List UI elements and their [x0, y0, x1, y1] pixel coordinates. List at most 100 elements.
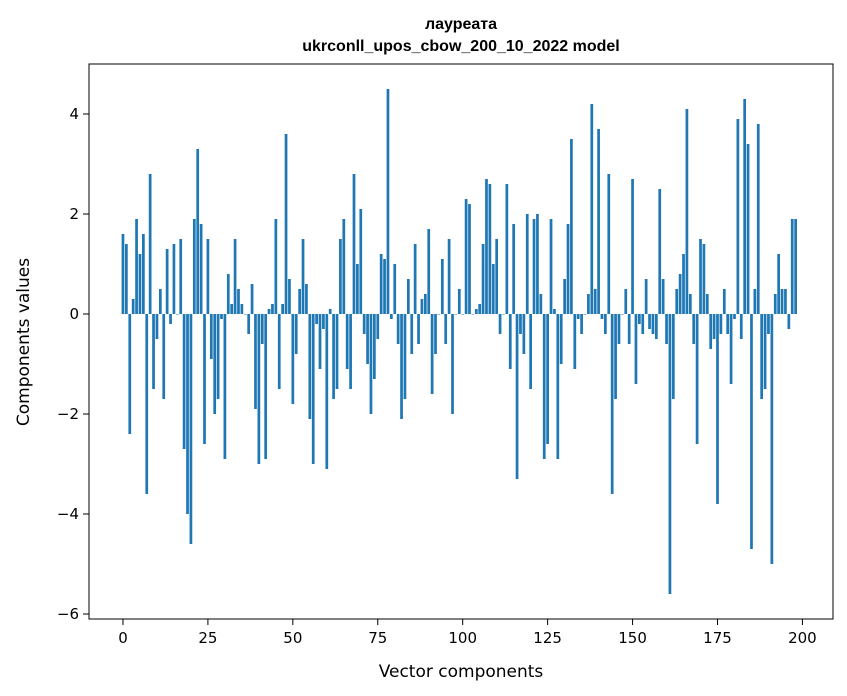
bar — [250, 284, 254, 314]
x-axis-ticks: 0 25 50 75 100 125 150 175 200 — [118, 619, 817, 647]
bar — [678, 274, 682, 314]
bar — [485, 179, 488, 314]
bar — [474, 309, 478, 314]
bar — [393, 264, 397, 314]
bar — [243, 314, 247, 315]
bar — [366, 314, 369, 364]
x-tick-label: 75 — [368, 629, 387, 647]
bar — [206, 239, 210, 314]
bar — [135, 219, 138, 314]
y-tick-label: −6 — [57, 605, 79, 623]
bar — [532, 219, 536, 314]
bar — [406, 279, 410, 314]
bar — [688, 294, 692, 314]
bar — [142, 234, 145, 314]
bar — [427, 229, 431, 314]
bar — [410, 314, 414, 354]
bar — [597, 129, 600, 314]
bar — [522, 314, 526, 354]
bar — [179, 239, 183, 314]
bar — [186, 314, 189, 514]
bar — [495, 239, 499, 314]
bar — [155, 314, 159, 339]
bar — [488, 184, 492, 314]
bar — [784, 289, 787, 314]
bar — [675, 289, 679, 314]
bar — [692, 314, 696, 344]
bar — [471, 314, 475, 315]
bar — [281, 304, 284, 314]
bar — [444, 314, 448, 344]
x-tick-label: 175 — [703, 629, 732, 647]
bar — [559, 314, 563, 364]
bar — [305, 284, 308, 314]
bar — [570, 139, 573, 314]
plot-area-frame — [88, 63, 834, 620]
bar — [542, 314, 546, 459]
x-tick-label: 200 — [788, 629, 817, 647]
bar — [379, 254, 383, 314]
bar — [413, 244, 417, 314]
bar — [158, 289, 162, 314]
bar — [451, 314, 454, 414]
x-tick-label: 50 — [283, 629, 302, 647]
y-tick-label: −2 — [57, 405, 79, 423]
bar — [226, 274, 230, 314]
bar — [712, 314, 716, 339]
bar — [267, 309, 271, 314]
bar — [790, 219, 794, 314]
bar — [481, 244, 485, 314]
bar — [199, 224, 203, 314]
bar — [525, 214, 529, 314]
bar — [549, 219, 553, 314]
bar — [750, 314, 753, 549]
bar — [777, 254, 780, 314]
bar — [722, 289, 726, 314]
chart-title-line2: ukrconll_upos_cbow_200_10_2022 model — [302, 38, 619, 55]
bar — [294, 314, 298, 354]
bar — [641, 314, 645, 334]
bar — [291, 314, 295, 404]
bar — [661, 279, 665, 314]
y-axis-label: Components values — [14, 258, 34, 426]
bar — [308, 314, 312, 419]
x-tick-label: 25 — [198, 629, 217, 647]
bar — [257, 314, 261, 464]
bar — [614, 314, 617, 399]
bar — [420, 299, 424, 314]
y-tick-label: −4 — [57, 505, 79, 523]
bar — [165, 249, 169, 314]
bar — [301, 239, 305, 314]
y-axis-ticks: −6 −4 −2 0 2 4 — [57, 105, 89, 623]
bar — [332, 314, 335, 399]
bar — [617, 314, 621, 344]
bar — [695, 314, 699, 444]
bar — [223, 314, 227, 459]
bar — [131, 299, 135, 314]
bar — [512, 224, 516, 314]
bar — [593, 289, 597, 314]
bar — [145, 314, 149, 494]
y-tick-label: 4 — [69, 105, 79, 123]
bar — [454, 314, 458, 315]
bar — [318, 314, 322, 369]
bar — [362, 314, 366, 334]
bar — [515, 314, 519, 479]
bar — [590, 104, 594, 314]
bar — [787, 314, 791, 329]
bar — [298, 289, 301, 314]
bar — [386, 89, 390, 314]
bar — [539, 294, 543, 314]
bar — [621, 314, 624, 315]
bar — [148, 174, 152, 314]
bar — [230, 304, 234, 314]
bar — [342, 219, 346, 314]
bar — [233, 239, 237, 314]
bar — [631, 179, 634, 314]
bar — [192, 219, 196, 314]
bar — [699, 239, 702, 314]
bar — [175, 314, 179, 315]
x-tick-label: 150 — [618, 629, 647, 647]
bar — [508, 314, 512, 369]
